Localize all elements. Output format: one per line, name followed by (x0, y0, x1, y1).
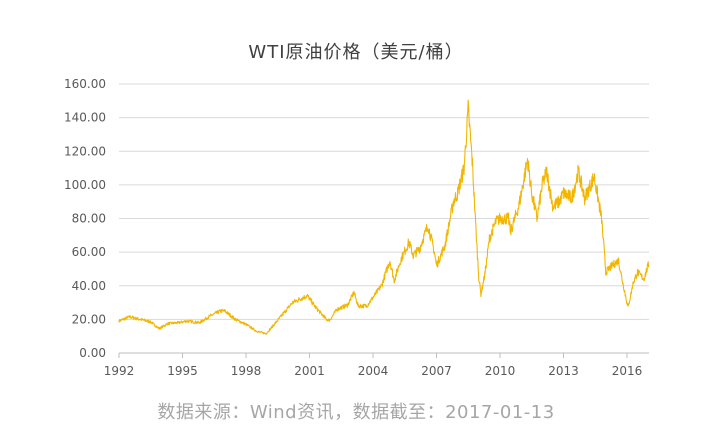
y-tick-label: 40.00 (72, 279, 106, 293)
x-tick-label: 2007 (421, 364, 452, 378)
x-tick-label: 2016 (612, 364, 643, 378)
x-tick-label: 1995 (167, 364, 198, 378)
axes: 0.00 20.00 40.00 60.00 80.00 100.00 120.00 140.… (64, 77, 649, 378)
y-tick-label: 120.00 (64, 144, 106, 158)
y-tick-label: 140.00 (64, 111, 106, 125)
y-tick-label: 100.00 (64, 178, 106, 192)
x-tick-label: 2013 (548, 364, 579, 378)
x-tick-label: 2004 (358, 364, 389, 378)
source-note: 数据来源：Wind资讯，数据截至：2017-01-13 (157, 402, 555, 423)
y-tick-label: 0.00 (79, 346, 106, 360)
chart-title: WTI原油价格（美元/桶） (248, 42, 464, 63)
y-tick-label: 20.00 (72, 312, 106, 326)
x-tick-label: 2010 (485, 364, 516, 378)
y-tick-label: 160.00 (64, 77, 106, 91)
x-tick-label: 1998 (231, 364, 262, 378)
series-line (118, 99, 650, 335)
series-layer (118, 99, 650, 335)
x-tick-label: 1992 (104, 364, 135, 378)
x-tick-label: 2001 (294, 364, 325, 378)
gridlines (119, 83, 649, 320)
y-tick-label: 80.00 (72, 212, 106, 226)
y-tick-label: 60.00 (72, 245, 106, 259)
